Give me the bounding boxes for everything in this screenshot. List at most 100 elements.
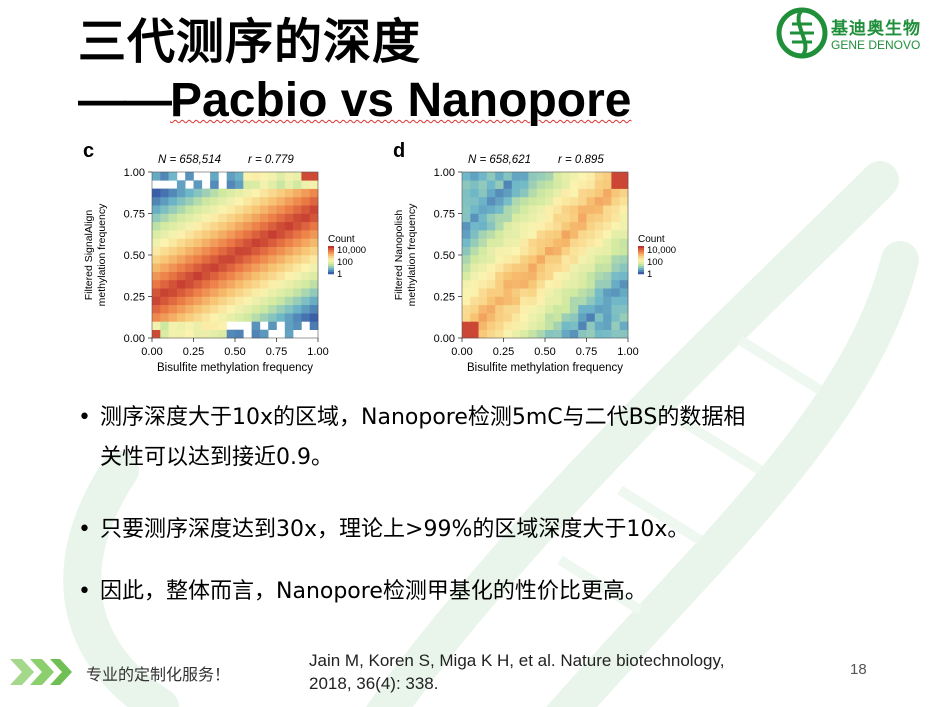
heatmap-cell xyxy=(152,196,161,206)
heatmap-cell xyxy=(284,213,294,223)
heatmap-cell xyxy=(594,172,604,181)
heatmap-cell xyxy=(536,213,546,223)
bullet-list: • 测序深度大于10x的区域，Nanopore检测5mC与二代BS的数据相 关性… xyxy=(78,398,868,612)
heatmap-cell xyxy=(586,180,596,189)
heatmap-cell xyxy=(160,230,169,239)
heatmap-cell xyxy=(251,246,261,256)
heatmap-cell xyxy=(478,213,488,223)
heatmap-cell xyxy=(462,255,471,264)
heatmap-cell xyxy=(243,246,252,256)
heatmap-cell xyxy=(293,221,302,231)
heatmap-cell xyxy=(586,263,596,272)
heatmap-cell xyxy=(309,180,319,189)
y-axis-label: Filtered SignalAlign xyxy=(83,210,95,301)
heatmap-cell xyxy=(276,296,286,306)
heatmap-cell xyxy=(495,304,504,314)
heatmap-cell xyxy=(235,230,244,239)
heatmap-cell xyxy=(470,172,479,181)
heatmap-cell xyxy=(185,188,194,198)
heatmap-cell xyxy=(176,321,186,330)
heatmap-cell xyxy=(185,279,194,289)
y-tick-label: 0.00 xyxy=(124,333,145,345)
heatmap-cell xyxy=(251,221,261,231)
heatmap-cell xyxy=(503,180,513,189)
legend-color-step xyxy=(328,254,334,257)
heatmap-cell xyxy=(259,180,269,189)
heatmap-cell xyxy=(611,221,620,231)
heatmap-cell xyxy=(569,288,579,297)
heatmap-cell xyxy=(603,329,612,339)
heatmap-cell xyxy=(226,180,236,189)
legend-color-step xyxy=(638,270,644,273)
heatmap-cell xyxy=(561,288,571,297)
legend-label: 100 xyxy=(647,257,663,268)
heatmap-cell xyxy=(276,230,286,239)
legend-color-step xyxy=(638,262,644,265)
legend-color-step xyxy=(328,266,334,269)
heatmap-cell xyxy=(235,221,244,231)
heatmap-cell xyxy=(284,255,294,264)
heatmap-cell xyxy=(503,304,513,314)
heatmap-cell xyxy=(301,238,310,247)
heatmap-cell xyxy=(201,221,211,231)
heatmap-cell xyxy=(201,230,211,239)
heatmap-cell xyxy=(251,255,261,264)
legend-color-step xyxy=(638,258,644,261)
heatmap-cell xyxy=(259,255,269,264)
heatmap-cell xyxy=(185,196,194,206)
heatmap-cell xyxy=(594,255,604,264)
heatmap-cell xyxy=(251,304,261,314)
bullet-dot: • xyxy=(78,517,91,542)
heatmap-cell xyxy=(520,172,529,181)
heatmap-cell xyxy=(594,288,604,297)
heatmap-cell xyxy=(276,304,286,314)
heatmap-cell xyxy=(259,304,269,314)
heatmap-cell xyxy=(594,329,604,339)
heatmap-cell xyxy=(201,313,211,322)
heatmap-cell xyxy=(309,221,319,231)
heatmap-cell xyxy=(603,296,612,306)
heatmap-cell xyxy=(235,205,244,214)
y-tick-label: 0.50 xyxy=(434,250,455,262)
heatmap-cell xyxy=(185,246,194,256)
heatmap-cell xyxy=(176,263,186,272)
heatmap-cell xyxy=(210,246,219,256)
heatmap-cell xyxy=(160,263,169,272)
heatmap-cell xyxy=(218,304,227,314)
heatmap-cell xyxy=(553,238,562,247)
heatmap-cell xyxy=(511,304,521,314)
heatmap-cell xyxy=(185,255,194,264)
heatmap-cell xyxy=(511,313,521,322)
heatmap-cell xyxy=(160,288,169,297)
legend-color-step xyxy=(328,252,334,255)
y-tick-label: 0.00 xyxy=(434,333,455,345)
heatmap-cell xyxy=(511,321,521,330)
heatmap-cell xyxy=(528,196,537,206)
heatmap-cell xyxy=(193,221,203,231)
heatmap-cell xyxy=(309,196,319,206)
heatmap-cell xyxy=(259,196,269,206)
heatmap-cell xyxy=(201,279,211,289)
heatmap-cell xyxy=(201,321,211,330)
heatmap-cell xyxy=(545,238,554,247)
heatmap-cell xyxy=(193,271,203,281)
heatmap-cell xyxy=(176,246,186,256)
heatmap-cell xyxy=(284,205,294,214)
logo-icon xyxy=(776,7,828,59)
heatmap-cell xyxy=(201,196,211,206)
heatmap-cell xyxy=(553,230,562,239)
legend-color-step xyxy=(638,254,644,257)
heatmap-cell xyxy=(152,296,161,306)
heatmap-cell xyxy=(243,271,252,281)
heatmap-cell xyxy=(210,321,219,330)
heatmap-cell xyxy=(511,263,521,272)
heatmap-cell xyxy=(176,196,186,206)
heatmap-cell xyxy=(168,271,178,281)
heatmap-cell xyxy=(528,180,537,189)
heatmap-cell xyxy=(470,221,479,231)
heatmap-cell xyxy=(185,304,194,314)
heatmap-cell xyxy=(218,246,227,256)
heatmap-cell xyxy=(603,172,612,181)
heatmap-cell xyxy=(603,213,612,223)
heatmap-cell xyxy=(553,288,562,297)
